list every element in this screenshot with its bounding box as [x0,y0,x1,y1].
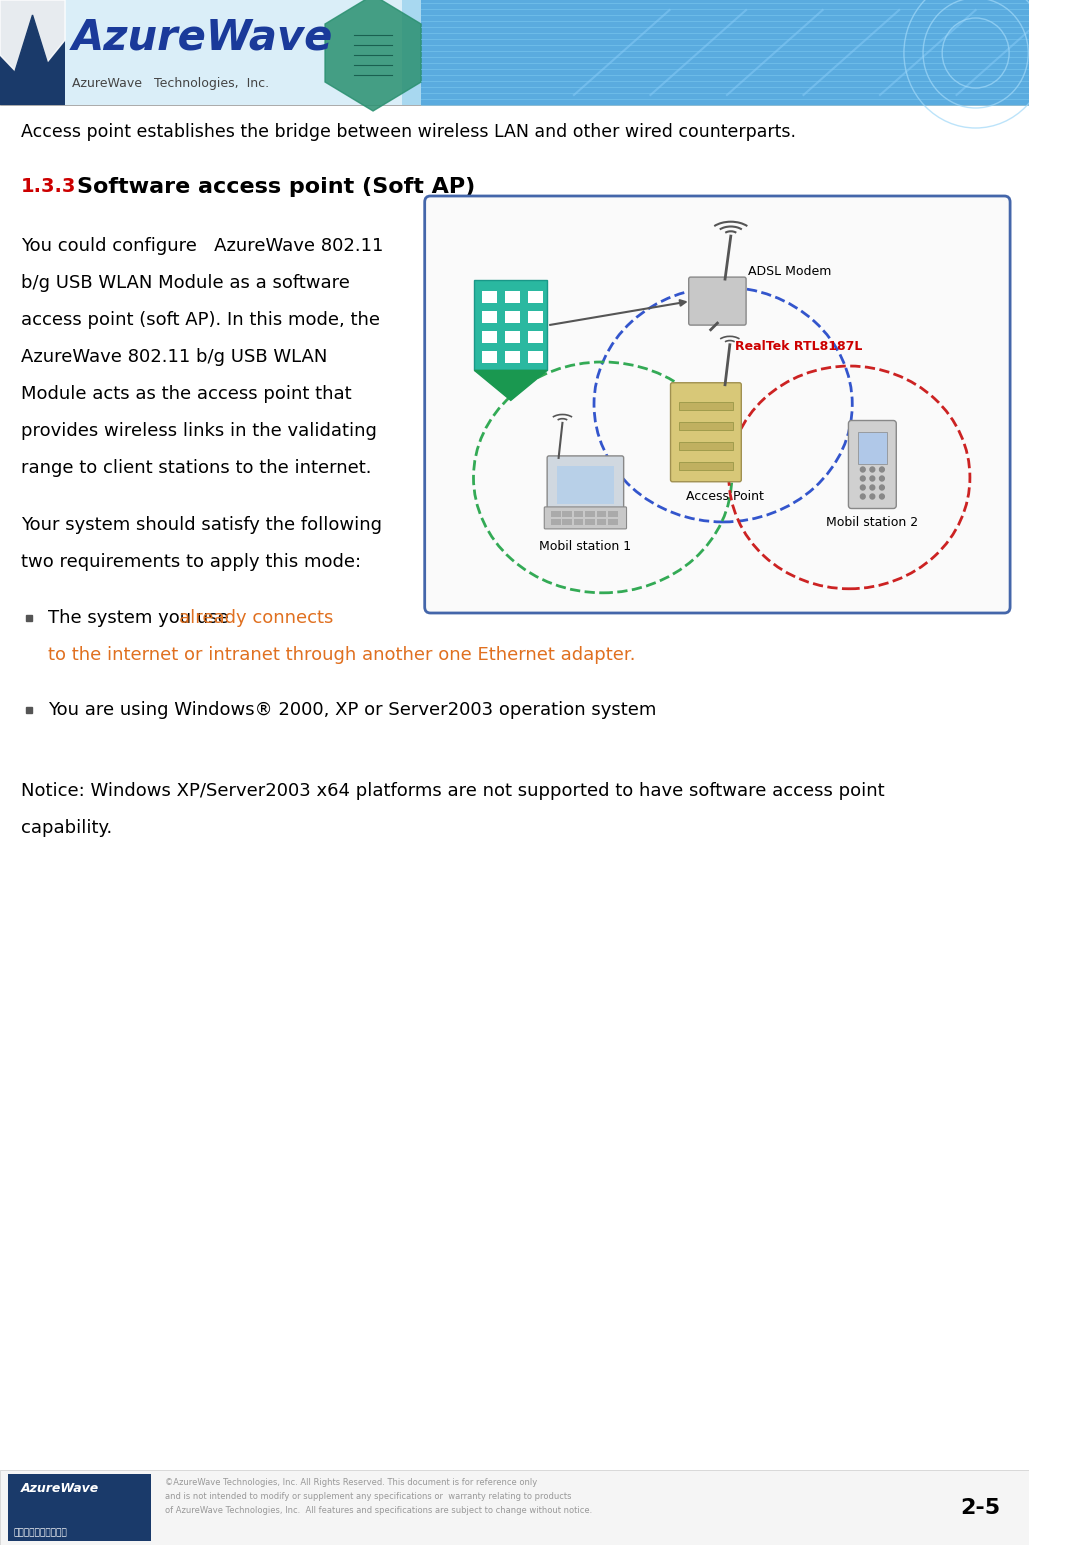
Text: Access point establishes the bridge between wireless LAN and other wired counter: Access point establishes the bridge betw… [22,124,796,141]
FancyBboxPatch shape [475,280,547,371]
Polygon shape [8,15,57,94]
FancyBboxPatch shape [679,442,733,450]
Text: Notice: Windows XP/Server2003 x64 platforms are not supported to have software a: Notice: Windows XP/Server2003 x64 platfo… [22,782,884,800]
Text: two requirements to apply this mode:: two requirements to apply this mode: [22,553,362,572]
FancyBboxPatch shape [482,292,497,303]
FancyBboxPatch shape [421,0,1030,105]
Circle shape [879,485,884,490]
FancyBboxPatch shape [0,1469,1030,1545]
Text: 2-5: 2-5 [961,1499,1001,1519]
Text: 1.3.3: 1.3.3 [22,178,76,196]
Text: provides wireless links in the validating: provides wireless links in the validatin… [22,422,377,440]
FancyBboxPatch shape [505,292,521,303]
Text: Mobil station 1: Mobil station 1 [539,539,632,553]
Circle shape [879,467,884,473]
FancyBboxPatch shape [597,511,607,518]
Circle shape [861,467,865,473]
Text: AzureWave   Technologies,  Inc.: AzureWave Technologies, Inc. [72,77,269,90]
Circle shape [870,476,875,480]
FancyBboxPatch shape [858,431,887,464]
Text: Module acts as the access point that: Module acts as the access point that [22,385,352,403]
FancyBboxPatch shape [679,422,733,430]
FancyBboxPatch shape [563,511,572,518]
Text: Your system should satisfy the following: Your system should satisfy the following [22,516,382,535]
Text: You are using Windows® 2000, XP or Server2003 operation system: You are using Windows® 2000, XP or Serve… [47,701,656,718]
FancyBboxPatch shape [679,462,733,470]
FancyBboxPatch shape [608,511,618,518]
FancyBboxPatch shape [528,351,543,363]
FancyBboxPatch shape [551,511,561,518]
FancyBboxPatch shape [528,331,543,343]
Text: AzureWave: AzureWave [22,1482,99,1496]
Text: and is not intended to modify or supplement any specifications or  warranty rela: and is not intended to modify or supplem… [165,1492,571,1502]
FancyBboxPatch shape [0,0,401,105]
FancyBboxPatch shape [528,312,543,323]
Text: ADSL Modem: ADSL Modem [748,264,832,278]
FancyBboxPatch shape [574,519,583,525]
FancyBboxPatch shape [0,0,1030,105]
Text: access point (soft AP). In this mode, the: access point (soft AP). In this mode, th… [22,311,380,329]
Text: capability.: capability. [22,819,112,837]
FancyBboxPatch shape [482,312,497,323]
Text: ©AzureWave Technologies, Inc. All Rights Reserved. This document is for referenc: ©AzureWave Technologies, Inc. All Rights… [165,1479,537,1486]
Circle shape [870,485,875,490]
FancyBboxPatch shape [585,519,595,525]
FancyBboxPatch shape [547,456,624,511]
Circle shape [861,476,865,480]
FancyBboxPatch shape [585,511,595,518]
Text: range to client stations to the internet.: range to client stations to the internet… [22,459,371,477]
Circle shape [861,494,865,499]
Text: Access Point: Access Point [686,490,764,502]
FancyBboxPatch shape [574,511,583,518]
FancyBboxPatch shape [505,351,521,363]
Text: 海華科技股份有限公司: 海華科技股份有限公司 [13,1528,67,1537]
FancyBboxPatch shape [0,0,65,105]
FancyBboxPatch shape [551,519,561,525]
Text: You could configure   AzureWave 802.11: You could configure AzureWave 802.11 [22,236,383,255]
Polygon shape [475,371,547,400]
Text: Software access point (Soft AP): Software access point (Soft AP) [76,178,475,198]
Circle shape [861,485,865,490]
Circle shape [870,494,875,499]
FancyBboxPatch shape [670,383,741,482]
Text: The system you use: The system you use [47,609,235,627]
Text: Mobil station 2: Mobil station 2 [826,516,919,528]
Text: to the internet or intranet through another one Ethernet adapter.: to the internet or intranet through anot… [47,646,635,664]
FancyBboxPatch shape [8,1474,151,1540]
FancyBboxPatch shape [689,277,746,324]
Text: already connects: already connects [179,609,334,627]
Text: b/g USB WLAN Module as a software: b/g USB WLAN Module as a software [22,273,350,292]
FancyBboxPatch shape [556,467,614,504]
Text: of AzureWave Technologies, Inc.  All features and specifications are subject to : of AzureWave Technologies, Inc. All feat… [165,1506,592,1516]
FancyBboxPatch shape [597,519,607,525]
Circle shape [879,476,884,480]
FancyBboxPatch shape [482,331,497,343]
FancyBboxPatch shape [849,420,896,508]
FancyBboxPatch shape [482,351,497,363]
Polygon shape [0,0,65,85]
Circle shape [870,467,875,473]
Text: AzureWave: AzureWave [72,15,334,59]
FancyBboxPatch shape [563,519,572,525]
FancyBboxPatch shape [544,507,626,528]
Polygon shape [325,0,421,111]
FancyBboxPatch shape [505,331,521,343]
FancyBboxPatch shape [528,292,543,303]
Text: AzureWave 802.11 b/g USB WLAN: AzureWave 802.11 b/g USB WLAN [22,348,327,366]
Text: RealTek RTL8187L: RealTek RTL8187L [735,340,862,352]
FancyBboxPatch shape [425,196,1010,613]
FancyBboxPatch shape [505,312,521,323]
FancyBboxPatch shape [608,519,618,525]
Circle shape [879,494,884,499]
FancyBboxPatch shape [679,402,733,409]
